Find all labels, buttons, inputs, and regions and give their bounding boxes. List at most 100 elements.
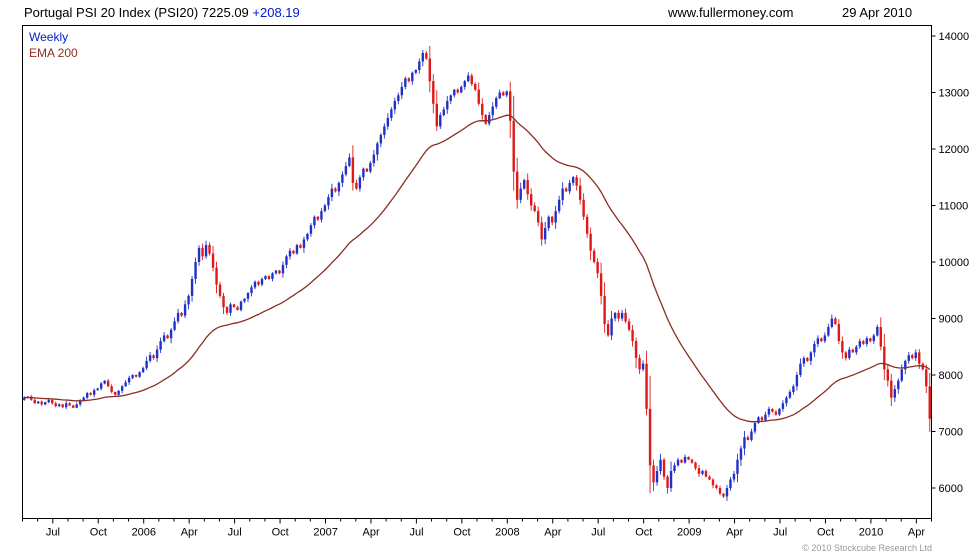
candle-body [596, 262, 599, 274]
candle-body [809, 352, 813, 361]
candle-body [397, 95, 400, 101]
candle-body [78, 400, 82, 405]
candle-body [463, 81, 466, 87]
candle-body [662, 459, 666, 477]
candle-body [131, 375, 134, 378]
candle-body [571, 177, 575, 183]
candle-body [250, 287, 253, 294]
chart-date: 29 Apr 2010 [842, 5, 913, 20]
candle-body [65, 403, 68, 408]
candle-body [432, 81, 435, 104]
candle-body [33, 399, 36, 404]
candle-body [173, 321, 176, 330]
candle-body [264, 276, 267, 279]
candle-body [51, 399, 54, 404]
candle-body [806, 358, 809, 361]
candle-body [323, 205, 327, 212]
candle-body [879, 326, 883, 347]
candle-body [729, 479, 732, 488]
candle-body [907, 355, 910, 361]
candle-body [204, 245, 208, 257]
candle-body [400, 86, 404, 96]
candle-body [627, 321, 631, 330]
candle-body [267, 276, 271, 279]
candle-body [603, 295, 606, 325]
candle-body [309, 225, 313, 234]
candle-body [285, 256, 288, 265]
candle-body [362, 168, 365, 178]
x-axis-label: 2006 [132, 527, 156, 539]
candle-body [390, 109, 393, 118]
candle-body [617, 312, 620, 319]
candle-body [152, 355, 155, 359]
candle-body [851, 349, 855, 353]
candle-body [757, 417, 760, 424]
candle-body [904, 360, 907, 370]
candle-body [187, 295, 190, 305]
candle-body [288, 250, 292, 257]
candle-body [134, 375, 138, 377]
candle-body [575, 177, 578, 186]
site-url: www.fullermoney.com [668, 5, 794, 20]
candle-body [547, 216, 550, 229]
candle-body [687, 456, 690, 460]
candle-body [194, 262, 197, 279]
candle-body [208, 245, 211, 254]
candle-body [827, 326, 830, 336]
candle-body [337, 182, 341, 192]
candle-body [813, 343, 816, 353]
candle-body [855, 346, 858, 353]
candle-body [613, 312, 617, 319]
candle-body [872, 335, 876, 342]
candle-body [404, 78, 407, 87]
candle-body [414, 69, 418, 73]
candle-body [732, 473, 736, 480]
candle-body [225, 307, 229, 313]
candle-body [92, 390, 96, 395]
candle-body [138, 372, 141, 377]
candle-body [659, 459, 662, 472]
candle-body [113, 391, 117, 395]
candle-body [697, 468, 701, 474]
candle-body [386, 117, 390, 127]
candle-body [848, 349, 851, 359]
candle-body [718, 488, 722, 494]
candle-body [470, 75, 473, 85]
candle-body [344, 165, 348, 175]
candle-body [592, 250, 596, 262]
candle-body [918, 352, 921, 364]
candle-body [540, 222, 543, 240]
x-axis-label: Oct [635, 527, 652, 539]
candle-body [529, 194, 533, 206]
candle-body [760, 417, 764, 421]
candle-body [313, 216, 316, 226]
candle-body [823, 335, 827, 342]
candle-body [425, 52, 428, 59]
candle-body [739, 448, 743, 460]
candle-body [701, 471, 704, 474]
candle-body [893, 389, 896, 398]
candle-body [117, 390, 120, 395]
candle-body [771, 408, 774, 412]
candle-body [222, 295, 225, 308]
candle-body [292, 250, 295, 254]
candle-body [85, 393, 89, 398]
candle-body [554, 211, 557, 223]
x-axis-label: Apr [544, 527, 561, 539]
candle-body [75, 404, 78, 408]
candle-body [865, 338, 869, 344]
candle-body [148, 355, 152, 361]
y-axis-label: 8000 [939, 370, 963, 382]
candle-body [722, 493, 725, 497]
candle-body [274, 270, 278, 274]
candle-body [215, 267, 218, 285]
candle-body [708, 476, 711, 480]
candle-body [725, 488, 729, 497]
candle-body [890, 380, 893, 398]
candle-body [58, 404, 61, 407]
candle-body [533, 205, 536, 212]
candle-body [509, 91, 512, 121]
candle-body [753, 423, 757, 432]
x-axis-label: Jul [46, 527, 60, 539]
candle-body [561, 188, 564, 200]
